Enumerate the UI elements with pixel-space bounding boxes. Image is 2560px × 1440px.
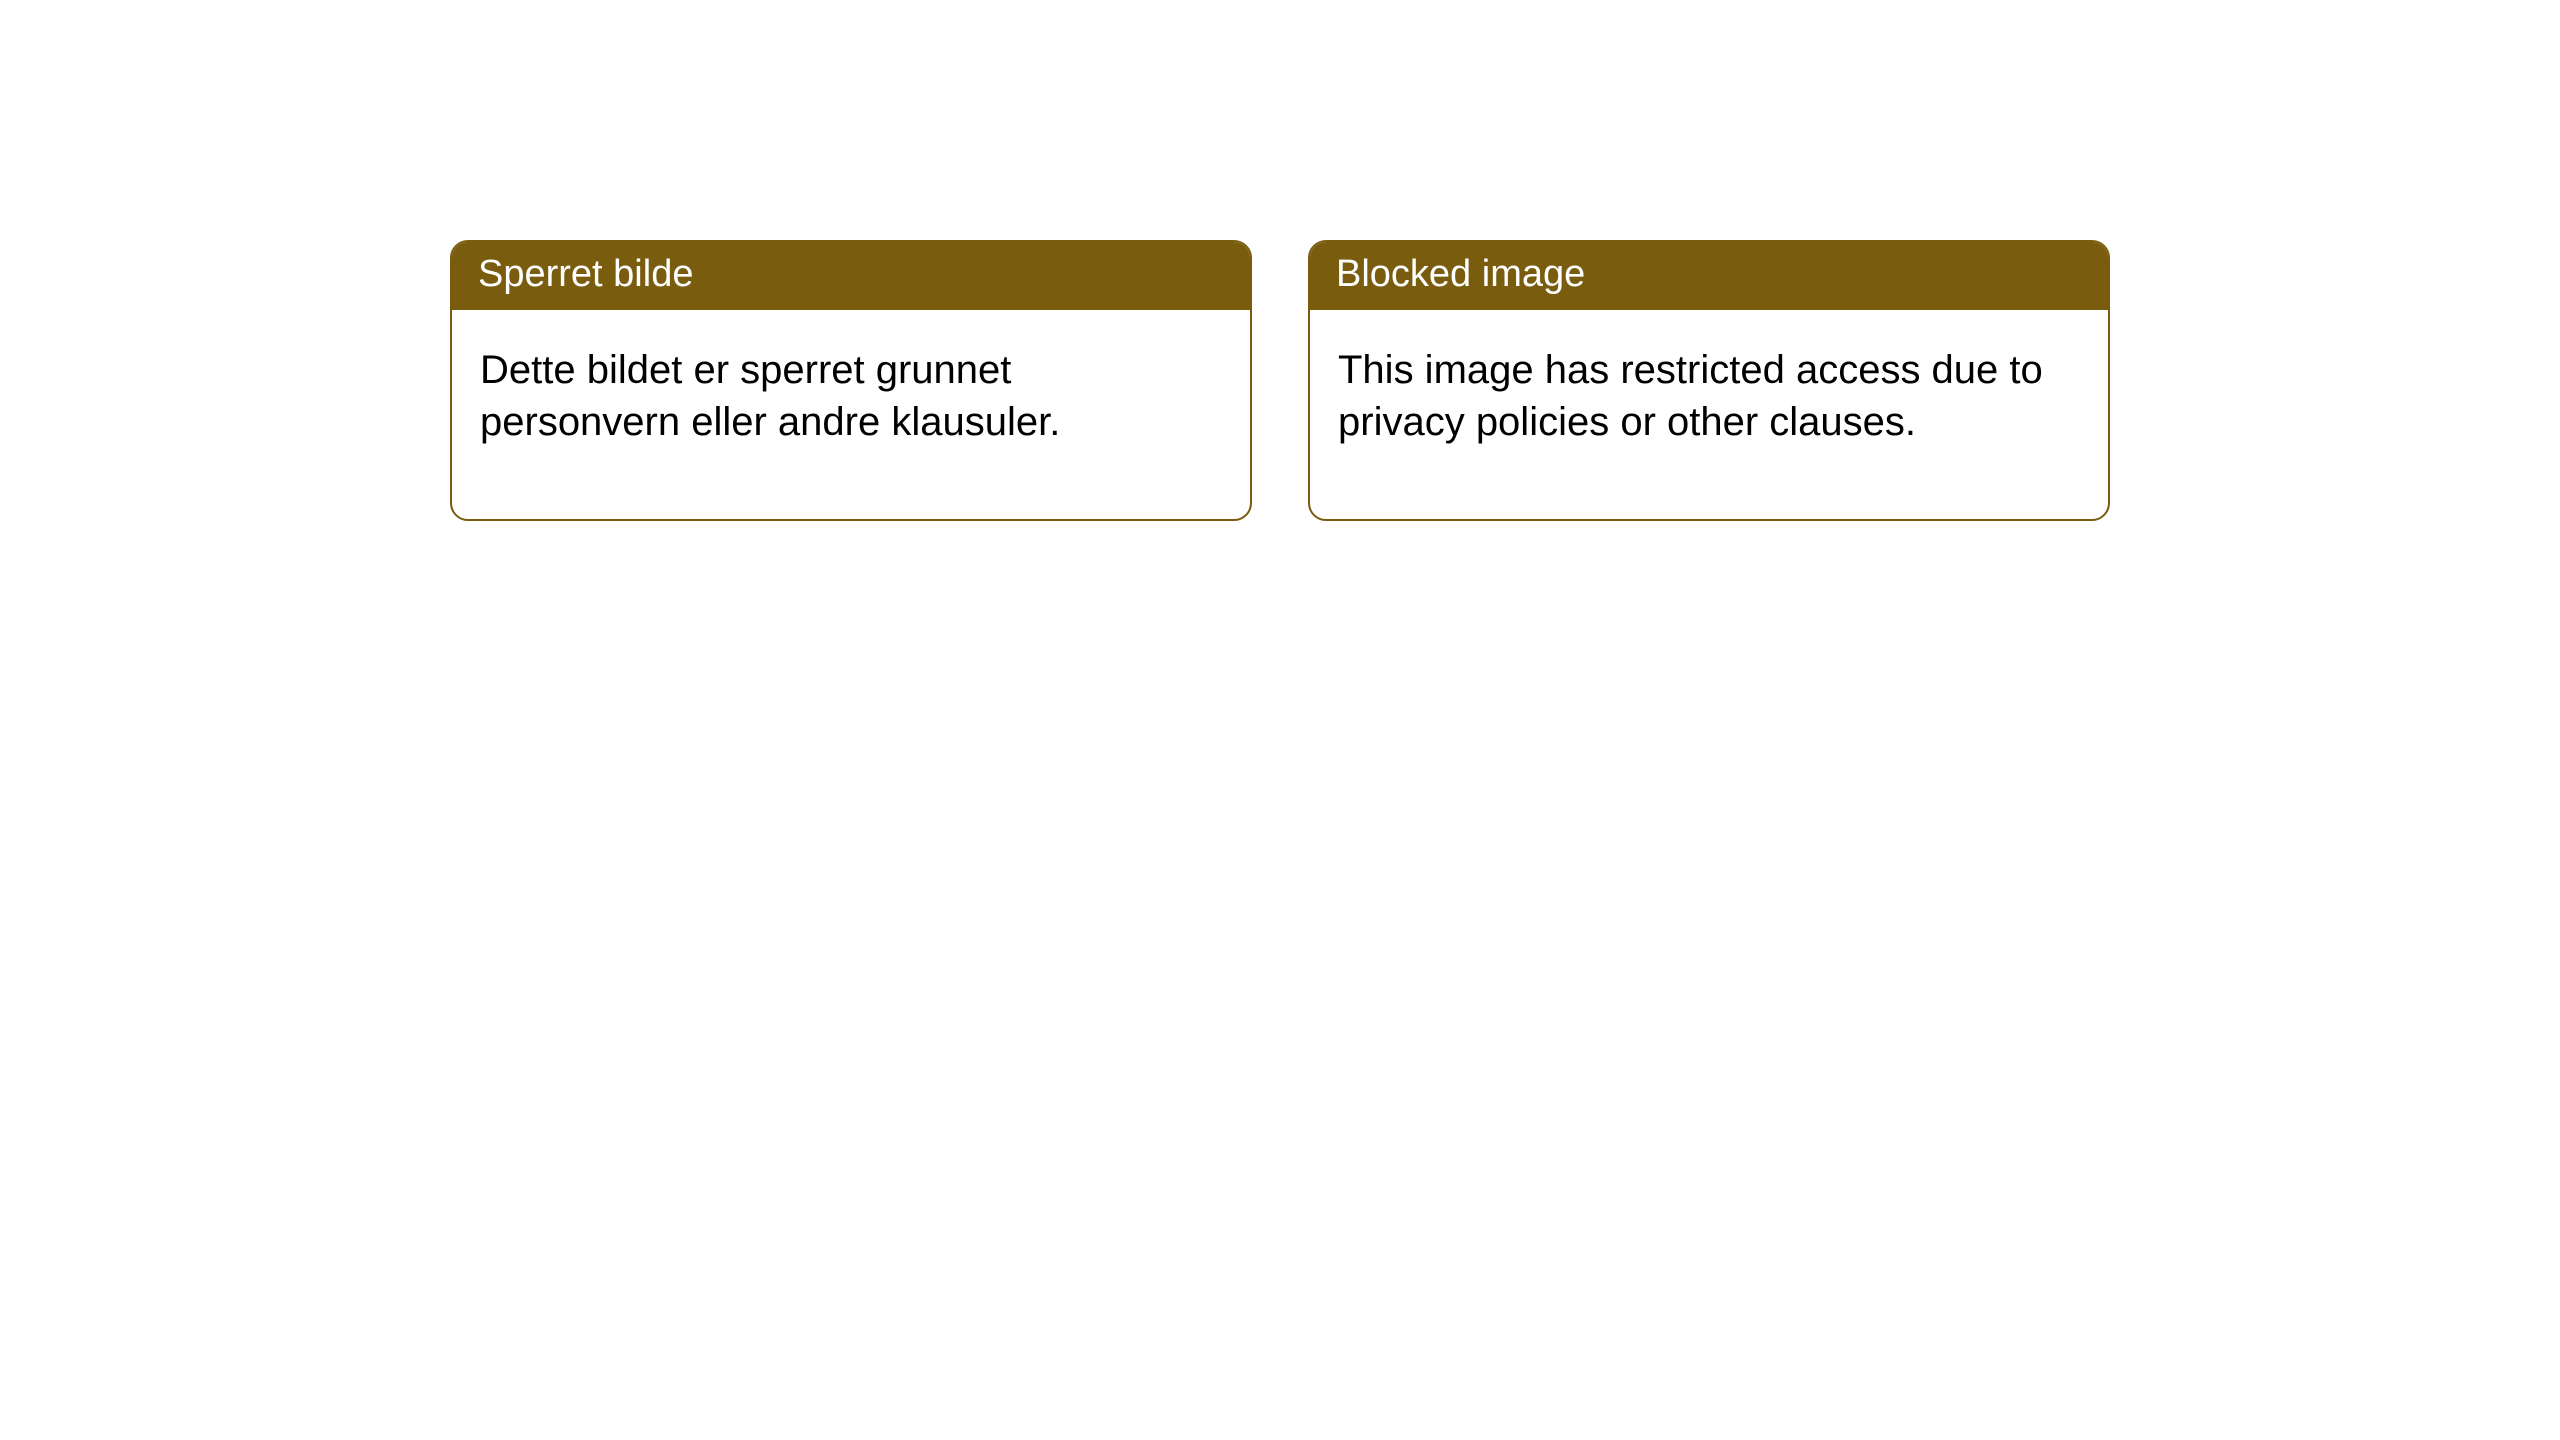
card-body-no: Dette bildet er sperret grunnet personve… — [452, 310, 1250, 520]
notice-cards-container: Sperret bilde Dette bildet er sperret gr… — [450, 240, 2110, 521]
blocked-image-card-no: Sperret bilde Dette bildet er sperret gr… — [450, 240, 1252, 521]
card-title-en: Blocked image — [1310, 242, 2108, 310]
card-title-no: Sperret bilde — [452, 242, 1250, 310]
blocked-image-card-en: Blocked image This image has restricted … — [1308, 240, 2110, 521]
card-body-en: This image has restricted access due to … — [1310, 310, 2108, 520]
